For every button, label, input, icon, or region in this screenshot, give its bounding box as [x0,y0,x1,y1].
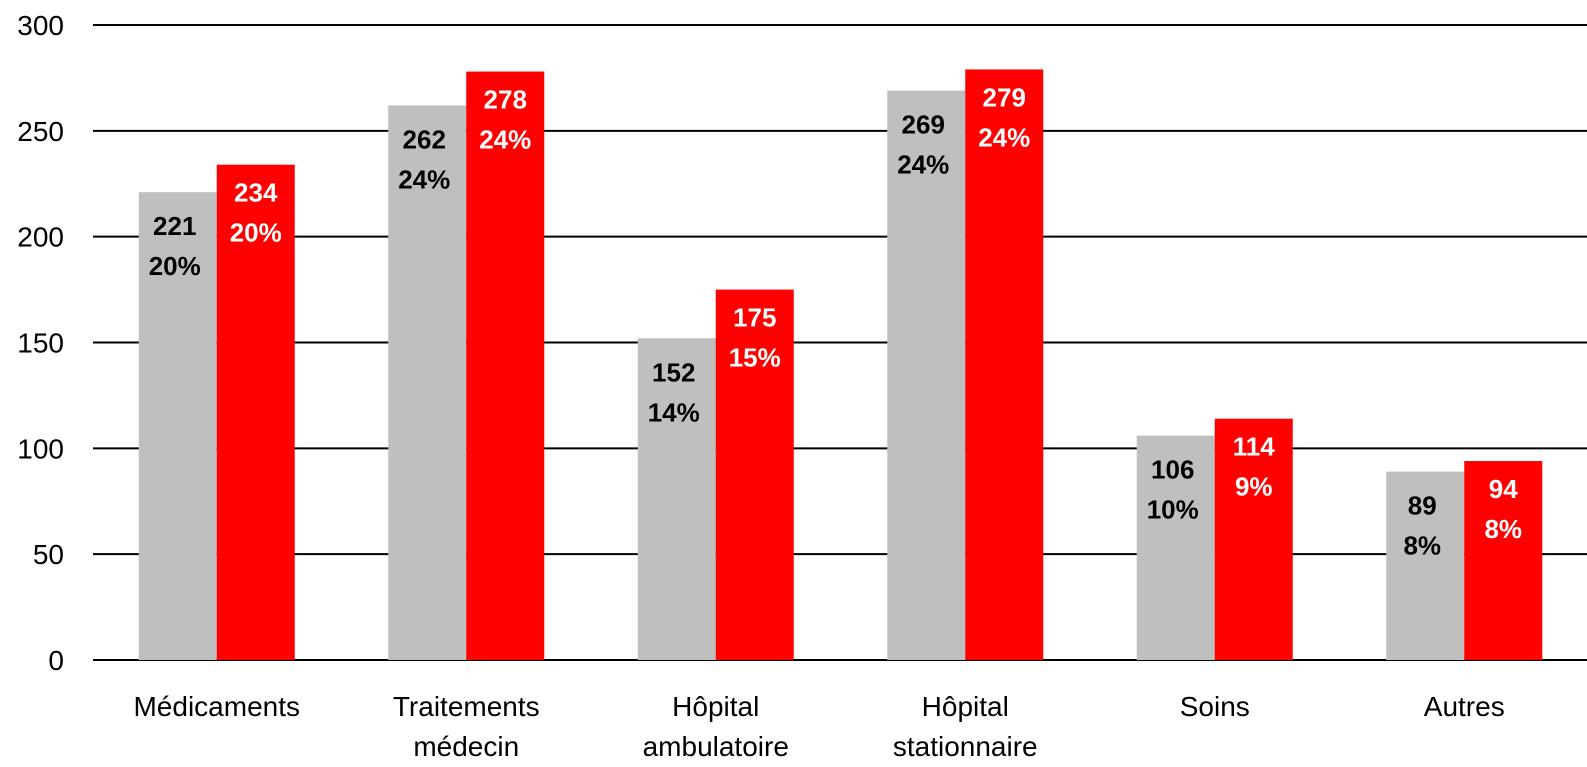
bar-percent-label: 8% [1403,531,1441,561]
y-tick-label: 100 [17,433,64,464]
bar-series-1 [1136,435,1215,660]
bar-percent-label: 10% [1147,495,1199,525]
y-tick-label: 150 [17,328,64,359]
x-category-label: Traitements [393,691,540,722]
bar-percent-label: 8% [1484,514,1522,544]
bar-series-2 [216,164,295,660]
bar-percent-label: 20% [149,251,201,281]
bar-series-2 [1464,461,1543,660]
bar-value-label: 175 [733,303,776,333]
bar-value-label: 106 [1151,455,1194,485]
data-labels: 221 20% 234 20% 262 24% 278 24% 152 14% 175 15% 269 2… [149,82,1522,560]
y-tick-label: 200 [17,222,64,253]
bar-percent-label: 15% [729,343,781,373]
bar-series-1 [388,105,467,660]
bar-percent-label: 9% [1235,472,1273,502]
bar-series-1 [1386,471,1465,660]
x-category-label: médecin [413,731,519,762]
bar-value-label: 278 [484,85,527,115]
bar-value-label: 262 [403,124,446,154]
y-tick-label: 300 [17,10,64,41]
bar-value-label: 269 [902,110,945,140]
bar-percent-label: 24% [978,122,1030,152]
y-tick-label: 50 [33,539,64,570]
x-category-label: Hôpital [922,691,1009,722]
x-category-label: Soins [1180,691,1250,722]
bar-value-label: 114 [1233,432,1275,462]
bar-value-label: 152 [652,357,695,387]
x-category-label: Médicaments [133,691,300,722]
bar-value-label: 94 [1489,474,1518,504]
x-category-label: ambulatoire [643,731,789,762]
bar-percent-label: 24% [479,125,531,155]
bar-series-2 [715,289,794,660]
bar-percent-label: 24% [398,164,450,194]
x-category-label: stationnaire [893,731,1038,762]
bar-percent-label: 14% [648,397,700,427]
y-axis-tick-labels: 0 50 100 150 200 250 300 [17,10,64,676]
bar-percent-label: 20% [230,218,282,248]
bar-series-1 [637,338,716,660]
bar-percent-label: 24% [897,150,949,180]
bar-value-label: 89 [1408,491,1437,521]
x-category-label: Autres [1424,691,1505,722]
bar-value-label: 221 [153,211,196,241]
gridlines [93,24,1587,661]
x-axis-category-labels: Médicaments Traitements médecin Hôpital ambu… [133,691,1504,762]
x-category-label: Hôpital [672,691,759,722]
bar-series-2 [466,71,545,661]
y-tick-label: 250 [17,116,64,147]
bar-value-label: 279 [983,82,1026,112]
bar-series-1 [887,90,966,660]
bars [138,69,1543,661]
bar-series-2 [1214,418,1293,660]
bar-series-2 [965,69,1044,660]
y-tick-label: 0 [48,645,64,676]
bar-value-label: 234 [234,178,278,208]
bar-series-1 [138,192,217,660]
